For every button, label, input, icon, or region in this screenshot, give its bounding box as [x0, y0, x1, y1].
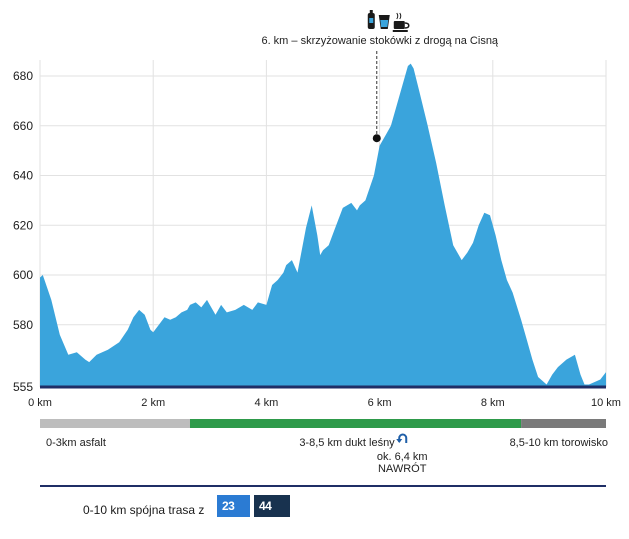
x-tick-label: 4 km: [254, 397, 278, 409]
annotation-point: [372, 134, 381, 143]
y-tick-label: 555: [13, 380, 33, 394]
elevation-chart: 680 660 640 620 600 580 555 0 km 2 km 4 km 6 km 8 k…: [13, 10, 621, 487]
elevation-area: [40, 63, 606, 387]
segment-label-forest-road: 3-8,5 km dukt leśny: [299, 437, 395, 449]
x-tick-label: 0 km: [28, 397, 52, 409]
surface-segment-bar: [189, 419, 522, 428]
y-tick-label: 580: [13, 318, 33, 332]
segment-label-railway: 8,5-10 km torowisko: [510, 437, 608, 449]
y-tick-label: 640: [13, 169, 33, 183]
turnaround-distance: ok. 6,4 km: [377, 451, 428, 463]
surface-segment-bar: [40, 419, 190, 428]
y-tick-label: 680: [13, 69, 33, 83]
annotation-icons: [367, 10, 410, 32]
coffee-cup-icon: [392, 12, 410, 32]
y-tick-label: 660: [13, 119, 33, 133]
water-bottle-icon: [367, 10, 375, 29]
x-tick-label: 8 km: [481, 397, 505, 409]
surface-segment-bar: [521, 419, 606, 428]
annotation-label: 6. km – skrzyżowanie stokówki z drogą na…: [261, 35, 498, 47]
turnaround-label: NAWRÓT: [378, 462, 427, 475]
y-tick-label: 620: [13, 218, 33, 232]
x-tick-label: 6 km: [368, 397, 392, 409]
footer-text: 0-10 km spójna trasa z: [83, 503, 205, 517]
route-badge-23km: 23 km: [217, 495, 250, 535]
y-tick-label: 600: [13, 268, 33, 282]
x-tick-label: 10 km: [591, 397, 621, 409]
route-badge-44km: 44 km: [254, 495, 290, 535]
segment-label-asphalt: 0-3km asfalt: [46, 437, 106, 449]
drink-glass-icon: [378, 15, 390, 29]
u-turn-icon: [396, 433, 408, 443]
x-tick-label: 2 km: [141, 397, 165, 409]
